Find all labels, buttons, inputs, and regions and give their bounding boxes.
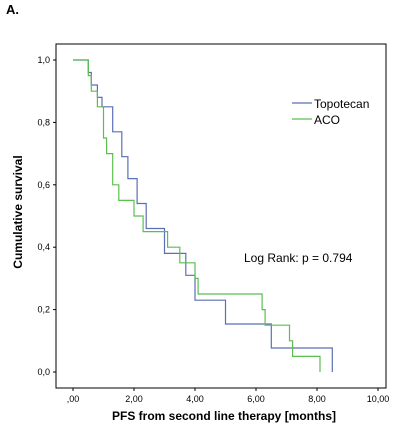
- panel-label: A.: [6, 2, 19, 17]
- x-tick-label: 4,00: [186, 394, 204, 404]
- legend-label-aco: ACO: [314, 113, 340, 127]
- y-tick-label: 1,0: [37, 55, 50, 65]
- x-axis-ticks: ,00 2,00 4,00 6,00 8,00 10,00: [67, 388, 390, 404]
- series-line-topotecan: [73, 59, 333, 372]
- series-line-aco: [73, 59, 321, 372]
- legend-label-topotecan: Topotecan: [314, 97, 369, 111]
- log-rank-annotation: Log Rank: p = 0.794: [244, 251, 353, 265]
- y-tick-label: 0,6: [37, 180, 50, 190]
- x-tick-label: ,00: [67, 394, 80, 404]
- y-tick-label: 0,4: [37, 242, 50, 252]
- series-layer: [73, 59, 333, 372]
- x-tick-label: 8,00: [308, 394, 326, 404]
- x-tick-label: 2,00: [125, 394, 143, 404]
- legend: Topotecan ACO: [292, 97, 369, 127]
- x-tick-label: 10,00: [367, 394, 390, 404]
- y-tick-label: 0,8: [37, 117, 50, 127]
- y-axis-label: Cumulative survival: [11, 155, 25, 268]
- y-tick-label: 0,0: [37, 367, 50, 377]
- x-tick-label: 6,00: [247, 394, 265, 404]
- x-axis-label: PFS from second line therapy [months]: [112, 409, 336, 423]
- plot-area: [55, 43, 387, 389]
- y-tick-label: 0,2: [37, 305, 50, 315]
- y-axis-ticks: 0,0 0,2 0,4 0,6 0,8 1,0: [37, 55, 56, 377]
